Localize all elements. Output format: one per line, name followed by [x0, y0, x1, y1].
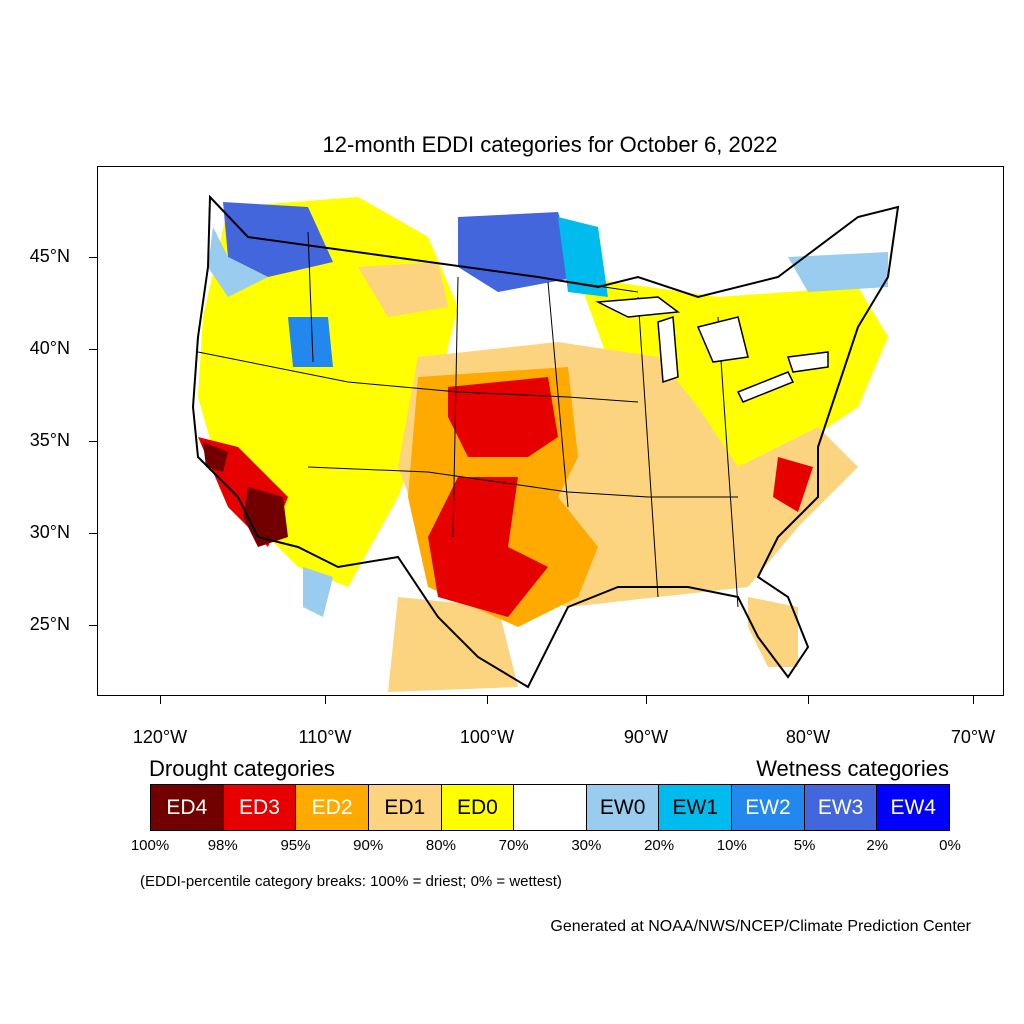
lon-tick-70: [973, 696, 974, 704]
lat-label-30: 30°N: [29, 522, 70, 542]
region-ew1-minnesota-rim: [558, 217, 608, 297]
drought-heading: Drought categories: [149, 756, 335, 781]
region-ew0-gulf-of-california: [303, 567, 333, 617]
percentile-label: 100%: [130, 837, 170, 854]
lon-tick-120: [160, 696, 161, 704]
legend-box-neutral: [514, 785, 587, 830]
percentile-label: 90%: [353, 837, 384, 854]
legend-box-ew2: EW2: [732, 785, 805, 830]
region-ew1-pnw-rim: [208, 227, 268, 297]
percentile-label: 95%: [280, 837, 311, 854]
legend-box-ew3: EW3: [804, 785, 878, 830]
credit-line: Generated at NOAA/NWS/NCEP/Climate Predi…: [550, 918, 971, 935]
region-ew2-pnw: [223, 202, 333, 277]
lon-label-90: 90°W: [623, 727, 669, 747]
region-ed3-texas: [428, 477, 548, 617]
lat-tick-25: [89, 625, 97, 626]
legend-color-bar: ED4 ED3 ED2 ED1 ED0 EW0 EW1 EW2 EW3 EW4: [150, 784, 950, 831]
legend-box-ed3: ED3: [223, 785, 297, 830]
percentile-label: 30%: [571, 837, 602, 854]
lat-label-25: 25°N: [29, 614, 70, 634]
percentile-label: 2%: [866, 837, 889, 854]
legend-box-ed4: ED4: [151, 785, 224, 830]
map-title: 12-month EDDI categories for October 6, …: [322, 132, 778, 157]
lat-tick-30: [89, 533, 97, 534]
map-frame: [97, 166, 1004, 696]
lat-label-40: 40°N: [29, 338, 70, 358]
lat-tick-40: [89, 349, 97, 350]
legend-box-ew0: EW0: [586, 785, 660, 830]
lat-label-35: 35°N: [29, 430, 70, 450]
lat-tick-45: [89, 257, 97, 258]
lat-label-45: 45°N: [29, 246, 70, 266]
legend-box-ed0: ED0: [441, 785, 515, 830]
percentile-label: 0%: [939, 837, 961, 854]
percentile-label: 5%: [793, 837, 816, 854]
region-ed3-carolina: [773, 457, 813, 512]
region-ew0-newengland: [788, 252, 888, 292]
percentile-label: 70%: [498, 837, 529, 854]
lon-label-120: 120°W: [132, 727, 188, 747]
lon-tick-90: [646, 696, 647, 704]
wetness-heading: Wetness categories: [756, 756, 949, 781]
legend-box-ed1: ED1: [368, 785, 442, 830]
great-lakes: [595, 296, 829, 403]
us-outline: [191, 194, 900, 689]
lon-label-100: 100°W: [459, 727, 515, 747]
percentile-label: 20%: [644, 837, 675, 854]
state-boundaries: [197, 231, 739, 608]
eddi-map: [191, 194, 900, 692]
legend-box-ed2: ED2: [296, 785, 369, 830]
lon-tick-80: [808, 696, 809, 704]
lon-label-80: 80°W: [785, 727, 831, 747]
percentile-label: 80%: [425, 837, 456, 854]
breaks-note: (EDDI-percentile category breaks: 100% =…: [140, 873, 562, 890]
region-ew2-idaho: [288, 317, 333, 367]
region-ew3-minnesota: [458, 212, 578, 292]
legend-box-ew1: EW1: [659, 785, 733, 830]
lat-tick-35: [89, 441, 97, 442]
lon-tick-110: [325, 696, 326, 704]
percentile-label: 10%: [716, 837, 747, 854]
legend-box-ew4: EW4: [877, 785, 950, 830]
lon-label-110: 110°W: [298, 727, 352, 747]
region-ed3-nebraska: [448, 377, 558, 457]
region-ed1-montana: [358, 262, 448, 317]
lon-label-70: 70°W: [950, 727, 996, 747]
region-ed4-socal: [243, 487, 288, 547]
region-ed4-coast: [203, 442, 228, 472]
lon-tick-100: [487, 696, 488, 704]
region-ed1-south-texas: [388, 597, 518, 692]
percentile-label: 98%: [207, 837, 238, 854]
region-ed1-florida: [748, 597, 798, 667]
